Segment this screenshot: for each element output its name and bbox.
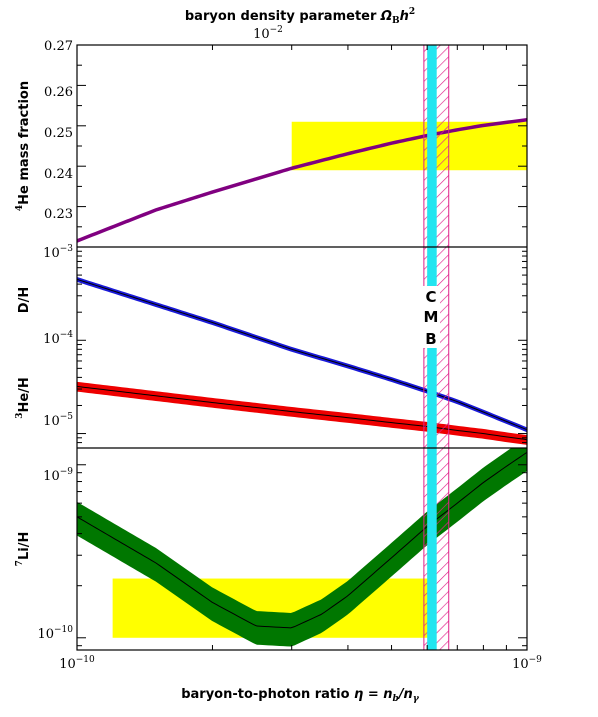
xtick-1e-9: 10−9 — [512, 655, 542, 672]
deuterium-central-line — [77, 278, 527, 431]
he4-curve — [77, 118, 527, 243]
top-axis-tick-label: 10−2 — [253, 25, 283, 42]
panel-frames — [76, 44, 528, 651]
he4-panel — [77, 118, 527, 243]
outer-frame — [76, 44, 528, 651]
cmb-band — [422, 44, 450, 651]
he4-ytick-1: 0.24 — [44, 167, 73, 182]
he4-observed-box — [291, 121, 527, 171]
he3-central-line — [77, 385, 527, 441]
mid-ytick-1e-5: 10−5 — [43, 412, 73, 429]
he3-band — [77, 381, 527, 445]
li7-ytick-1e-10: 10−10 — [37, 625, 73, 642]
dh-ylabel: D/H — [17, 287, 32, 313]
he4-corner-label: 10−3 — [43, 244, 73, 261]
he4-ytick-0: 0.23 — [44, 207, 73, 222]
he3-ylabel: 3He/H — [15, 377, 32, 419]
cmb-letter-c: C — [425, 288, 436, 306]
cmb-letter-b: B — [425, 330, 436, 348]
li7-ylabel: 7Li/H — [15, 532, 32, 567]
li7-panel — [77, 448, 527, 647]
he4-ytick-3: 0.26 — [44, 85, 73, 100]
he4-ytick-2: 0.25 — [44, 126, 73, 141]
axis-ticks — [76, 44, 528, 650]
li7-central-line — [77, 451, 527, 629]
x-axis-label: baryon-to-photon ratio η = nb/nγ — [181, 687, 420, 704]
li7-ytick-1e-9: 10−9 — [43, 467, 73, 484]
he4-ylabel: 4He mass fraction — [15, 81, 32, 211]
figure-title: baryon density parameter ΩBh2 — [185, 7, 415, 26]
mid-ytick-1e-4: 10−4 — [43, 330, 73, 347]
li7-band — [77, 448, 527, 647]
he4-ytick-4: 0.27 — [44, 39, 73, 54]
cmb-letter-m: M — [424, 308, 439, 326]
deuterium-band — [77, 276, 527, 433]
xtick-1e-10: 10−10 — [59, 655, 95, 672]
deuterium-he3-panel — [77, 276, 527, 445]
cmb-label-background — [422, 286, 440, 348]
